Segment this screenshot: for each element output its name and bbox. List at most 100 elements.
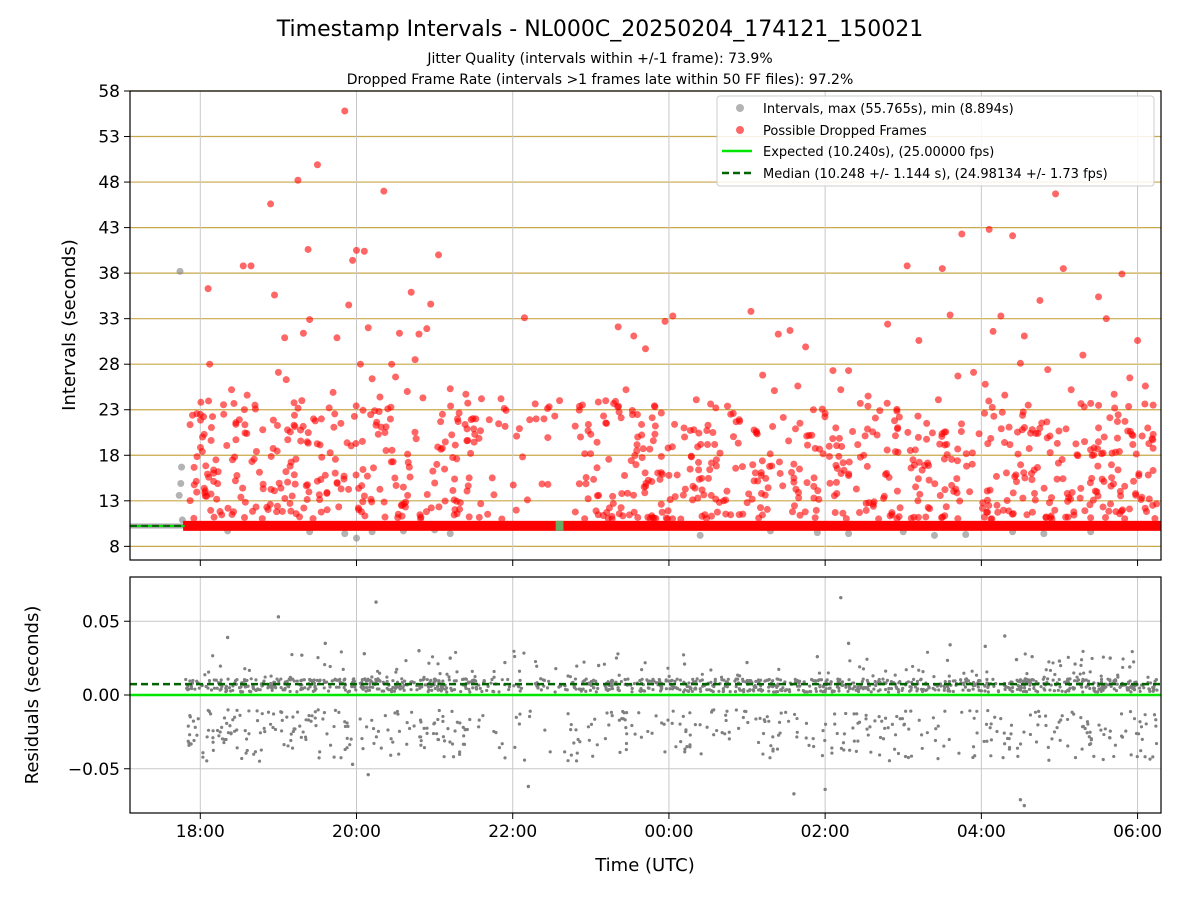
dropped-frame-point bbox=[206, 360, 214, 368]
residual-point bbox=[868, 725, 872, 729]
residual-point bbox=[404, 659, 408, 663]
dropped-frame-point bbox=[936, 492, 944, 500]
dropped-frame-point bbox=[1141, 382, 1149, 390]
residual-point bbox=[881, 737, 886, 741]
dropped-frame-point bbox=[895, 513, 903, 521]
residual-point bbox=[619, 680, 624, 684]
legend-box bbox=[716, 95, 1155, 187]
residual-point bbox=[851, 726, 855, 730]
dropped-frame-point bbox=[387, 403, 395, 411]
residual-point bbox=[848, 659, 852, 663]
residual-point bbox=[1101, 655, 1105, 659]
residual-point bbox=[936, 757, 940, 761]
dropped-frame-point bbox=[252, 448, 260, 456]
dropped-frame-point bbox=[331, 469, 339, 477]
dropped-frame-point bbox=[359, 498, 367, 506]
dropped-frame-point bbox=[197, 416, 205, 424]
dropped-frame-point bbox=[703, 427, 711, 435]
residual-point bbox=[962, 681, 966, 685]
residual-point bbox=[517, 722, 522, 726]
residual-point bbox=[322, 678, 326, 682]
residual-point bbox=[218, 730, 222, 734]
residual-point bbox=[1037, 714, 1042, 719]
residual-point bbox=[726, 677, 730, 681]
residual-point bbox=[917, 668, 921, 672]
residual-point bbox=[900, 717, 904, 721]
dropped-frame-point bbox=[755, 514, 763, 522]
dropped-frame-point bbox=[207, 506, 215, 514]
residual-point bbox=[246, 684, 250, 688]
residual-point bbox=[233, 715, 237, 719]
residual-point bbox=[204, 684, 208, 689]
dropped-frame-point bbox=[829, 435, 837, 443]
residual-point bbox=[300, 678, 304, 682]
dropped-frame-point bbox=[707, 491, 715, 499]
x-axis-label: Time (UTC) bbox=[594, 855, 695, 876]
residual-point bbox=[1073, 755, 1078, 760]
dropped-frame-point bbox=[1121, 515, 1129, 523]
residual-point bbox=[280, 718, 284, 722]
dropped-frame-point bbox=[431, 479, 439, 487]
residual-point bbox=[733, 690, 738, 694]
residual-point bbox=[1129, 753, 1133, 757]
residual-point bbox=[859, 686, 863, 690]
dropped-frame-point bbox=[273, 508, 281, 516]
residual-point bbox=[191, 678, 195, 683]
residual-point bbox=[908, 685, 912, 689]
dropped-frame-point bbox=[1144, 424, 1152, 432]
dropped-frame-point bbox=[661, 317, 669, 325]
dropped-frame-point bbox=[282, 468, 290, 476]
residual-point bbox=[306, 687, 310, 691]
dropped-frame-point bbox=[790, 460, 798, 468]
dropped-frame-point bbox=[735, 511, 743, 519]
residual-point bbox=[1103, 727, 1107, 731]
residual-point bbox=[1034, 740, 1039, 744]
residual-point bbox=[506, 677, 510, 682]
residual-point bbox=[1016, 754, 1020, 758]
band-gap bbox=[555, 520, 564, 531]
residual-point bbox=[830, 751, 834, 755]
residual-point bbox=[575, 751, 579, 755]
chart-subtitle-dropped: Dropped Frame Rate (intervals >1 frames … bbox=[347, 72, 854, 88]
residual-point bbox=[318, 750, 322, 754]
residual-point bbox=[1143, 713, 1147, 717]
residual-point bbox=[852, 712, 856, 716]
residual-point bbox=[951, 689, 955, 694]
residual-point bbox=[193, 725, 197, 729]
dropped-frame-point bbox=[1068, 488, 1076, 496]
residual-point bbox=[503, 756, 507, 760]
residual-point bbox=[690, 689, 694, 693]
residual-point bbox=[617, 673, 621, 677]
residual-point bbox=[247, 668, 252, 672]
dropped-frame-point bbox=[540, 415, 548, 423]
residual-point bbox=[909, 754, 914, 758]
residual-point bbox=[578, 687, 582, 691]
residual-point bbox=[617, 689, 621, 693]
residual-point bbox=[646, 729, 650, 734]
residual-point bbox=[874, 683, 878, 688]
residual-point bbox=[678, 688, 682, 692]
residual-point bbox=[610, 713, 614, 718]
dropped-frame-point bbox=[686, 465, 694, 473]
residual-point bbox=[1052, 730, 1057, 734]
residual-point bbox=[693, 723, 697, 727]
residual-point bbox=[623, 718, 627, 722]
residual-point bbox=[989, 738, 993, 742]
dropped-frame-point bbox=[341, 107, 349, 115]
residual-point bbox=[709, 680, 713, 684]
dropped-frame-point bbox=[1081, 438, 1089, 446]
dropped-frame-point bbox=[214, 480, 222, 488]
residual-point bbox=[364, 689, 368, 693]
dropped-frame-point bbox=[388, 360, 396, 368]
dropped-frame-point bbox=[275, 479, 283, 487]
residual-point bbox=[239, 685, 243, 689]
dropped-frame-point bbox=[223, 441, 231, 449]
residual-point bbox=[841, 683, 845, 687]
dropped-frame-point bbox=[642, 479, 650, 487]
dropped-frame-point bbox=[831, 508, 839, 516]
residual-point bbox=[864, 717, 868, 721]
residual-point bbox=[932, 675, 936, 679]
residual-point bbox=[1084, 678, 1088, 682]
residual-point bbox=[270, 688, 274, 692]
residual-outlier bbox=[948, 643, 952, 647]
